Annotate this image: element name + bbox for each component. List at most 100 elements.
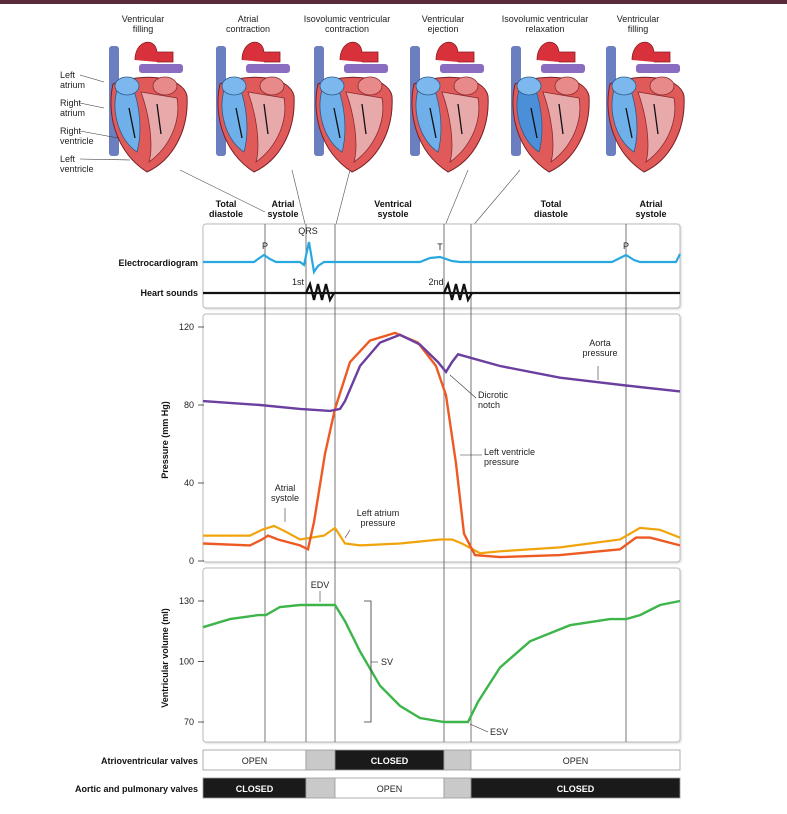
phase-label: Ventricular filling [122,14,165,34]
la-leader [344,529,351,539]
flow-arrow [625,107,633,139]
pressure-panel [202,313,681,563]
pressure-tick-label: 120 [179,322,194,332]
connector-line [470,169,521,229]
heart-sounds-trace: Heart sounds 1st 2nd [140,277,680,303]
heart-icon [109,41,188,173]
left-ventricle [247,91,286,164]
left-atrium [357,76,383,96]
flow-arrow [263,103,269,135]
right-atrium [221,76,247,96]
flow-arrow [530,107,538,139]
flow-arrow [429,107,437,139]
ap-valves-segment [470,777,681,799]
right-ventricle [319,87,346,153]
ecg-qrs-label: QRS [298,226,318,236]
heart-icon [216,41,295,173]
right-atrium [516,76,542,96]
heart-icon [410,41,489,173]
flow-arrow [457,103,463,135]
valve-state-bars: Atrioventricular valves OPEN CLOSED OPEN Aor… [75,749,681,799]
heart-part-label: Left ventricle [60,154,94,174]
av-valves-segment [305,749,336,771]
phase-label: Ventricular ejection [422,14,465,34]
flow-arrow [128,107,136,139]
right-atrium [319,76,345,96]
right-ventricle [415,87,442,153]
panels [202,223,681,743]
esv-leader [469,723,489,733]
heart-part-leader [79,130,119,139]
second-heart-sound [442,280,473,303]
phase-label: Ventricular filling [617,14,660,34]
av-valves-state: OPEN [563,756,589,766]
edv-label: EDV [311,580,330,590]
aorta-arch [241,41,281,63]
volume-plot: Ventricular volume (ml) 130 100 70 EDV SV ESV [160,580,681,737]
heart-icon [314,41,393,173]
sv-bracket [364,600,372,723]
pressure-ylabel: Pressure (mm Hg) [160,401,170,479]
ap-valves-segment [443,777,472,799]
heart-icon [606,41,685,173]
flow-arrow [361,103,367,135]
connector-line [443,169,469,229]
heart-part-label: Left atrium [60,70,85,90]
pulmonary-artery [246,64,290,73]
pressure-tick-label: 0 [189,556,194,566]
connector-line [291,169,307,229]
flow-arrow [653,103,659,135]
phase-divider-lines [264,224,627,742]
heart-part-label: Right ventricle [60,126,94,146]
dicrotic-leader [449,374,477,399]
ap-valves-state: CLOSED [236,784,274,794]
right-atrium [114,76,140,96]
phase-label: Isovolumic ventricular contraction [304,14,391,34]
pulmonary-artery [344,64,388,73]
esv-label: ESV [490,727,508,737]
aorta-arch [536,41,576,63]
ap-valves-segment [305,777,336,799]
period-label: Ventrical systole [374,199,412,219]
right-atrium [611,76,637,96]
av-valves-state: OPEN [242,756,268,766]
heart-part-leader [79,74,105,83]
atrial-systole-label: Atrial systole [271,483,299,503]
left-ventricle [345,91,384,164]
pressure-plot: Pressure (mm Hg) 120 80 40 0 Aorta pressure Dic… [160,322,681,566]
left-ventricle-pressure-label: Left ventricle pressure [484,447,535,467]
ap-valves-label: Aortic and pulmonary valves [75,784,198,794]
left-ventricle [140,91,179,164]
right-ventricle [516,87,543,153]
pressure-tick-label: 80 [184,400,194,410]
av-valves-label: Atrioventricular valves [101,756,198,766]
ecg-panel [202,223,681,309]
heart-icon [511,41,590,173]
volume-panel [202,567,681,743]
pulmonary-artery [541,64,585,73]
flow-arrow [558,103,564,135]
av-valves-segment [443,749,472,771]
ecg-label: Electrocardiogram [118,258,198,268]
ecg-t-label: T [437,242,443,252]
top-accent-bar [0,0,787,4]
ap-valves-state: OPEN [377,784,403,794]
phase-connectors [179,169,521,229]
right-atrium [415,76,441,96]
ecg-line [203,241,681,275]
volume-tick-label: 70 [184,717,194,727]
heart-part-label: Right atrium [60,98,85,118]
first-sound-label: 1st [292,277,305,287]
right-ventricle [611,87,638,153]
connector-line [179,169,266,213]
right-ventricle [221,87,248,153]
period-label: Total diastole [209,199,243,219]
heart-illustrations [109,41,685,173]
dicrotic-notch-label: Dicrotic notch [478,390,509,410]
heart-part-leader [79,158,131,161]
ecg-p-label: P [262,241,268,251]
left-ventricle [637,91,676,164]
right-ventricle [114,87,141,153]
flow-arrow [235,107,243,139]
